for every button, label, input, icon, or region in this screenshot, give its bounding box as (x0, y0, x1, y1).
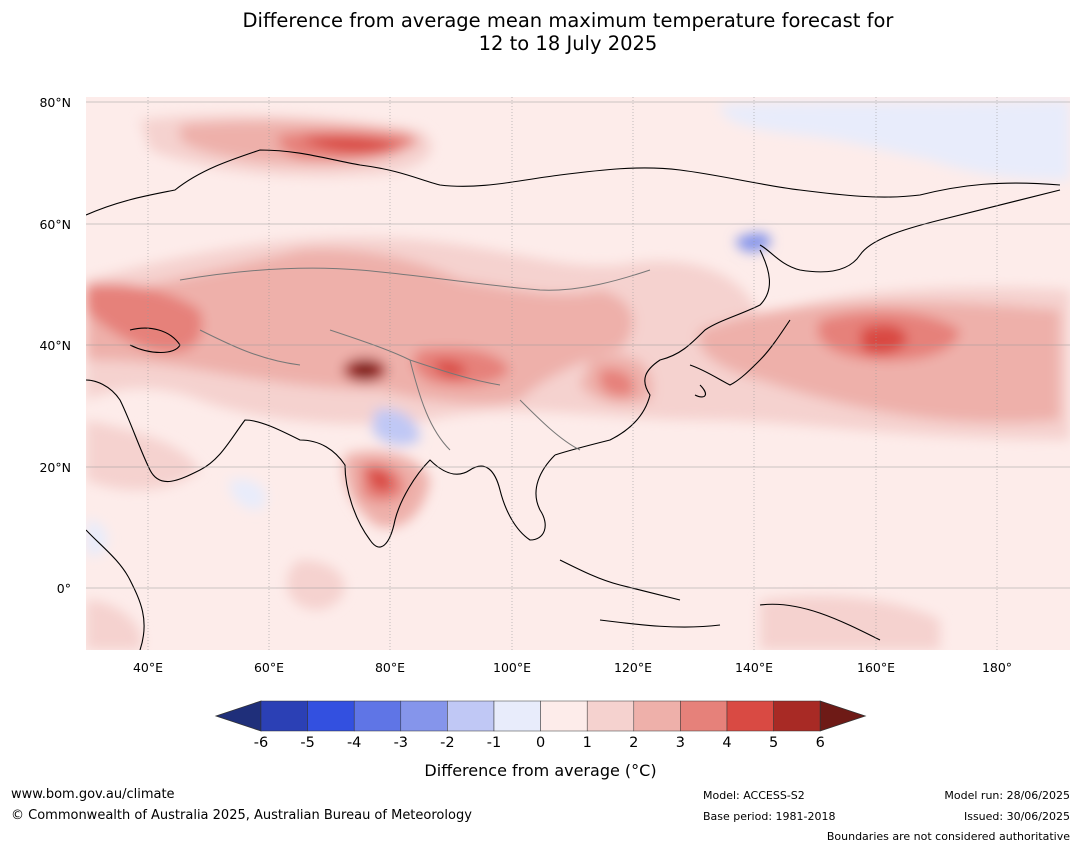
colorbar-tick-label: -3 (393, 735, 409, 751)
colorbar-tick-label: 0 (535, 735, 546, 751)
colorbar-tick-label: 3 (675, 735, 686, 751)
lat-label-20n: 20°N (39, 460, 71, 475)
colorbar-tick-label: -6 (253, 735, 269, 751)
lon-label-180: 180° (981, 660, 1013, 675)
colorbar-tick-label: -5 (300, 735, 315, 751)
issued-date: Issued: 30/06/2025 (963, 810, 1070, 823)
lon-label-160e: 160°E (856, 660, 896, 675)
colorbar-tick-label: -1 (486, 735, 502, 751)
colorbar-tick-label: 1 (582, 735, 592, 751)
country-borders (179, 267, 651, 451)
colorbar-cell (307, 700, 355, 732)
lat-label-80n: 80°N (39, 95, 71, 110)
lat-label-40n: 40°N (39, 338, 71, 353)
colorbar-arrow-high (819, 700, 867, 732)
colorbar-tick-label: -2 (440, 735, 455, 751)
model-name: Model: ACCESS-S2 (703, 789, 805, 802)
graticule (86, 97, 1070, 650)
colorbar-cell (447, 700, 495, 732)
lon-label-80e: 80°E (374, 660, 406, 675)
colorbar-tick-label: -4 (346, 735, 362, 751)
lon-label-120e: 120°E (613, 660, 653, 675)
colorbar-tick-label: 5 (768, 735, 779, 751)
colorbar-tick-label: 6 (815, 735, 825, 751)
lon-label-100e: 100°E (492, 660, 532, 675)
colorbar-cell (773, 700, 821, 732)
colorbar-cell (633, 700, 681, 732)
lat-label-0: 0° (56, 581, 71, 596)
base-period: Base period: 1981-2018 (703, 810, 836, 823)
colorbar-cell (726, 700, 774, 732)
map-title: Difference from average mean maximum tem… (0, 9, 1081, 55)
colorbar-cell (400, 700, 448, 732)
colorbar-cell (493, 700, 541, 732)
website-link[interactable]: www.bom.gov.au/climate (11, 787, 175, 802)
model-run-date: Model run: 28/06/2025 (944, 789, 1070, 802)
colorbar-cell (680, 700, 728, 732)
colorbar-cell (353, 700, 402, 732)
colorbar-arrow-low (214, 700, 262, 732)
temperature-anomaly-map (86, 97, 1070, 650)
lat-label-60n: 60°N (39, 217, 71, 232)
title-line-2: 12 to 18 July 2025 (478, 32, 658, 55)
boundaries-note: Boundaries are not considered authoritat… (826, 830, 1070, 843)
lon-label-60e: 60°E (253, 660, 285, 675)
lon-label-140e: 140°E (734, 660, 774, 675)
colorbar (214, 700, 867, 732)
title-line-1: Difference from average mean maximum tem… (242, 9, 894, 32)
anomaly-field (86, 97, 1070, 650)
colorbar-cell (260, 700, 308, 732)
colorbar-tick-label: 2 (629, 735, 639, 751)
colorbar-cell (586, 700, 635, 732)
colorbar-label: Difference from average (°C) (424, 761, 657, 780)
coastlines (86, 149, 1061, 650)
colorbar-cells (214, 700, 867, 732)
lon-label-40e: 40°E (132, 660, 164, 675)
copyright-text: © Commonwealth of Australia 2025, Austra… (11, 808, 472, 823)
colorbar-cell (540, 700, 588, 732)
colorbar-tick-label: 4 (722, 735, 732, 751)
